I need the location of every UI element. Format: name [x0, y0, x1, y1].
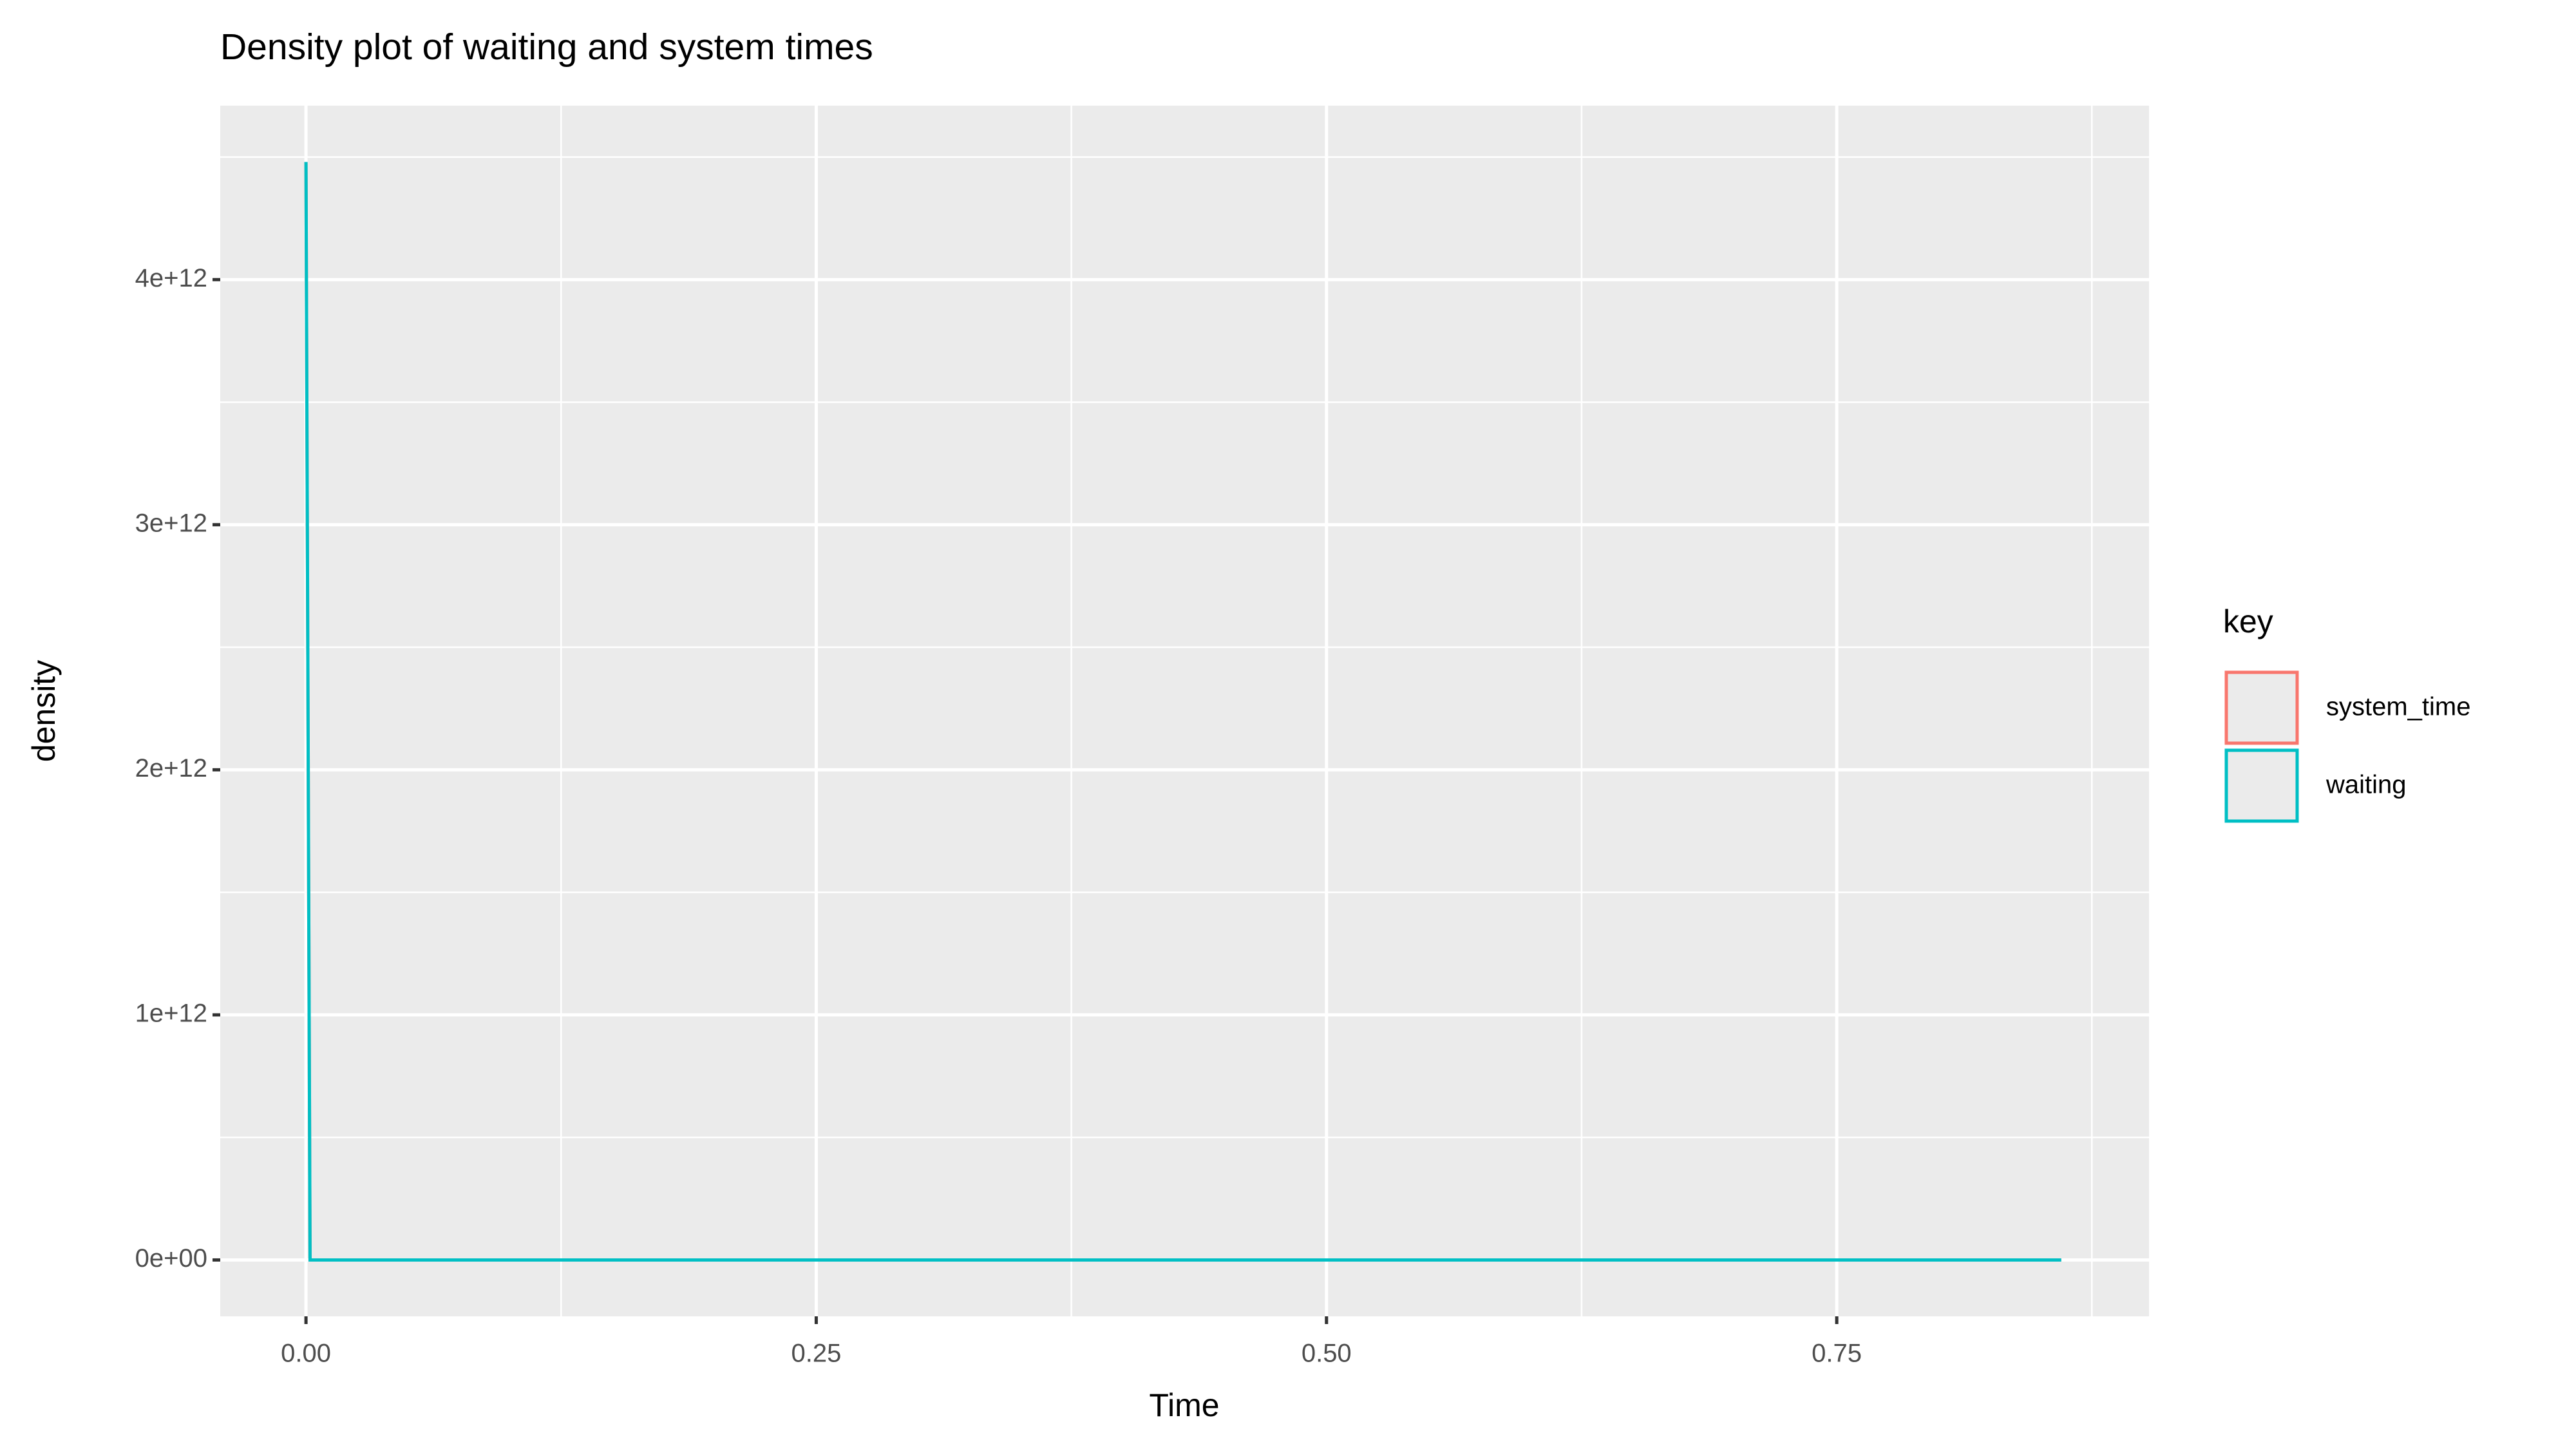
series-line: [304, 162, 2061, 1262]
legend-key: [2224, 670, 2299, 745]
x-tick-label: 0.00: [281, 1340, 331, 1368]
x-tick-label: 0.75: [1812, 1340, 1862, 1368]
legend-label: system_time: [2326, 693, 2471, 721]
legend-key: [2224, 748, 2299, 823]
x-tick-label: 0.50: [1302, 1340, 1352, 1368]
legend-title: key: [2223, 603, 2273, 639]
x-tick-label: 0.25: [791, 1340, 842, 1368]
legend-label: waiting: [2325, 771, 2407, 799]
y-tick-label: 2e+12: [135, 754, 207, 782]
x-axis-title: Time: [1149, 1387, 1219, 1423]
y-tick-label: 3e+12: [135, 509, 207, 537]
y-tick-label: 4e+12: [135, 264, 207, 292]
panel: [220, 106, 2149, 1316]
y-axis-title: density: [26, 660, 62, 762]
y-tick-label: 0e+00: [135, 1244, 207, 1273]
chart-title: Density plot of waiting and system times: [220, 26, 873, 68]
y-tick-label: 1e+12: [135, 999, 207, 1027]
lines: [304, 162, 2061, 1262]
